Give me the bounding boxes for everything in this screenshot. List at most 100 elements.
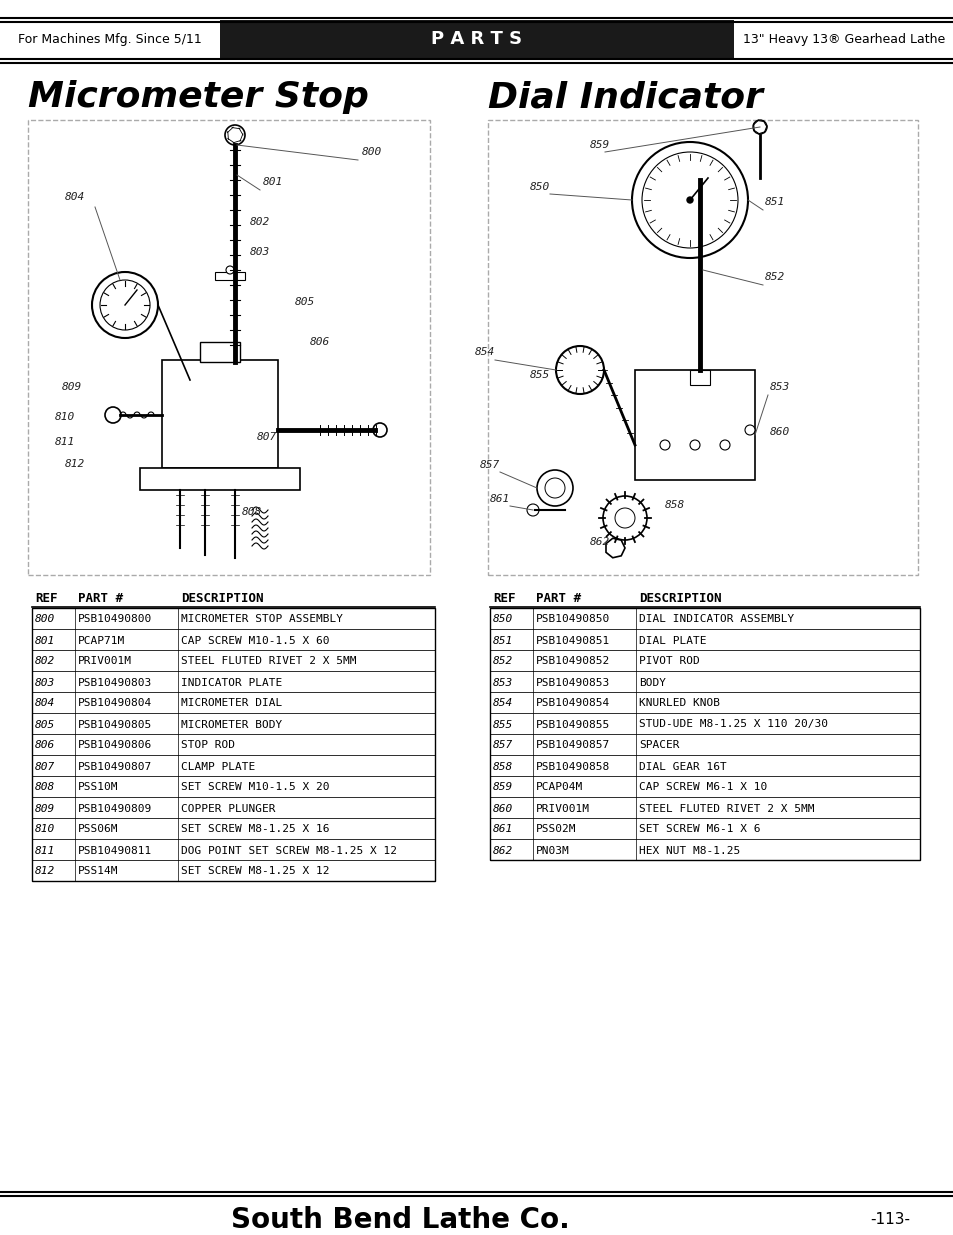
Text: 808: 808 <box>242 508 262 517</box>
Bar <box>490 608 919 860</box>
Text: PSS02M: PSS02M <box>536 825 576 835</box>
Text: STEEL FLUTED RIVET 2 X 5MM: STEEL FLUTED RIVET 2 X 5MM <box>639 804 814 814</box>
Text: PSS06M: PSS06M <box>78 825 118 835</box>
Text: MICROMETER STOP ASSEMBLY: MICROMETER STOP ASSEMBLY <box>181 615 343 625</box>
Text: 800: 800 <box>35 615 55 625</box>
Text: 808: 808 <box>35 783 55 793</box>
Text: PSB10490811: PSB10490811 <box>78 846 152 856</box>
Bar <box>490 692 919 713</box>
Text: 854: 854 <box>493 699 513 709</box>
Circle shape <box>225 125 245 144</box>
Text: DIAL INDICATOR ASSEMBLY: DIAL INDICATOR ASSEMBLY <box>639 615 794 625</box>
Text: South Bend Lathe Co.: South Bend Lathe Co. <box>231 1207 569 1234</box>
Circle shape <box>689 440 700 450</box>
Text: DESCRIPTION: DESCRIPTION <box>181 593 263 605</box>
Bar <box>200 342 240 362</box>
Text: PRIV001M: PRIV001M <box>78 657 132 667</box>
Text: REF: REF <box>493 593 515 605</box>
Circle shape <box>744 425 754 435</box>
Text: 857: 857 <box>493 741 513 751</box>
Text: PART #: PART # <box>78 593 123 605</box>
Bar <box>490 797 919 818</box>
Text: 852: 852 <box>493 657 513 667</box>
Text: 806: 806 <box>310 337 330 347</box>
Text: HEX NUT M8-1.25: HEX NUT M8-1.25 <box>639 846 740 856</box>
Text: Dial Indicator: Dial Indicator <box>488 80 762 114</box>
Text: 804: 804 <box>65 191 85 203</box>
Text: 854: 854 <box>475 347 495 357</box>
Bar <box>490 629 919 650</box>
Text: 862: 862 <box>589 537 610 547</box>
Text: 811: 811 <box>55 437 75 447</box>
Text: 803: 803 <box>35 678 55 688</box>
Text: 807: 807 <box>256 432 277 442</box>
Circle shape <box>373 424 387 437</box>
Text: 807: 807 <box>35 762 55 772</box>
Circle shape <box>602 496 646 540</box>
Bar <box>32 650 435 671</box>
Circle shape <box>686 198 692 203</box>
Bar <box>490 776 919 797</box>
Text: For Machines Mfg. Since 5/11: For Machines Mfg. Since 5/11 <box>18 32 202 46</box>
Bar <box>490 839 919 860</box>
Text: 851: 851 <box>493 636 513 646</box>
Text: STOP ROD: STOP ROD <box>181 741 234 751</box>
Text: 855: 855 <box>493 720 513 730</box>
Circle shape <box>100 280 150 330</box>
Text: KNURLED KNOB: KNURLED KNOB <box>639 699 720 709</box>
Text: 801: 801 <box>263 177 283 186</box>
Text: P A R T S: P A R T S <box>431 30 522 48</box>
Bar <box>162 359 277 468</box>
Bar <box>220 20 733 58</box>
Circle shape <box>720 440 729 450</box>
Text: SET SCREW M8-1.25 X 12: SET SCREW M8-1.25 X 12 <box>181 867 329 877</box>
Bar <box>28 120 430 576</box>
Text: 853: 853 <box>769 382 789 391</box>
Text: 812: 812 <box>35 867 55 877</box>
Bar <box>32 818 435 839</box>
Text: PSB10490858: PSB10490858 <box>536 762 610 772</box>
Bar <box>490 671 919 692</box>
Circle shape <box>556 346 603 394</box>
Text: PSB10490803: PSB10490803 <box>78 678 152 688</box>
Circle shape <box>537 471 573 506</box>
Bar <box>214 272 245 280</box>
Text: 859: 859 <box>493 783 513 793</box>
Text: 809: 809 <box>62 382 82 391</box>
Bar <box>490 818 919 839</box>
Text: 809: 809 <box>35 804 55 814</box>
Text: PCAP04M: PCAP04M <box>536 783 582 793</box>
Bar <box>32 755 435 776</box>
Text: PSB10490855: PSB10490855 <box>536 720 610 730</box>
Bar <box>488 120 917 576</box>
Text: 802: 802 <box>250 217 270 227</box>
Text: 852: 852 <box>764 272 784 282</box>
Text: 850: 850 <box>493 615 513 625</box>
Text: -113-: -113- <box>869 1213 909 1228</box>
Bar <box>32 776 435 797</box>
Text: STUD-UDE M8-1.25 X 110 20/30: STUD-UDE M8-1.25 X 110 20/30 <box>639 720 827 730</box>
Text: 803: 803 <box>250 247 270 257</box>
Bar <box>490 755 919 776</box>
Text: Micrometer Stop: Micrometer Stop <box>28 80 369 114</box>
Text: 805: 805 <box>294 296 314 308</box>
Text: 804: 804 <box>35 699 55 709</box>
Text: PIVOT ROD: PIVOT ROD <box>639 657 699 667</box>
Text: PRIV001M: PRIV001M <box>536 804 589 814</box>
Bar <box>32 839 435 860</box>
Text: 851: 851 <box>764 198 784 207</box>
Text: 860: 860 <box>769 427 789 437</box>
Text: CAP SCREW M10-1.5 X 60: CAP SCREW M10-1.5 X 60 <box>181 636 329 646</box>
Text: 862: 862 <box>493 846 513 856</box>
Bar <box>32 713 435 734</box>
Text: 801: 801 <box>35 636 55 646</box>
Bar <box>490 650 919 671</box>
Bar <box>32 608 435 881</box>
Text: PSB10490807: PSB10490807 <box>78 762 152 772</box>
Text: 13" Heavy 13® Gearhead Lathe: 13" Heavy 13® Gearhead Lathe <box>742 32 944 46</box>
Text: 859: 859 <box>589 140 610 149</box>
Bar <box>689 370 709 385</box>
Text: 810: 810 <box>35 825 55 835</box>
Circle shape <box>752 120 766 135</box>
Text: 858: 858 <box>493 762 513 772</box>
